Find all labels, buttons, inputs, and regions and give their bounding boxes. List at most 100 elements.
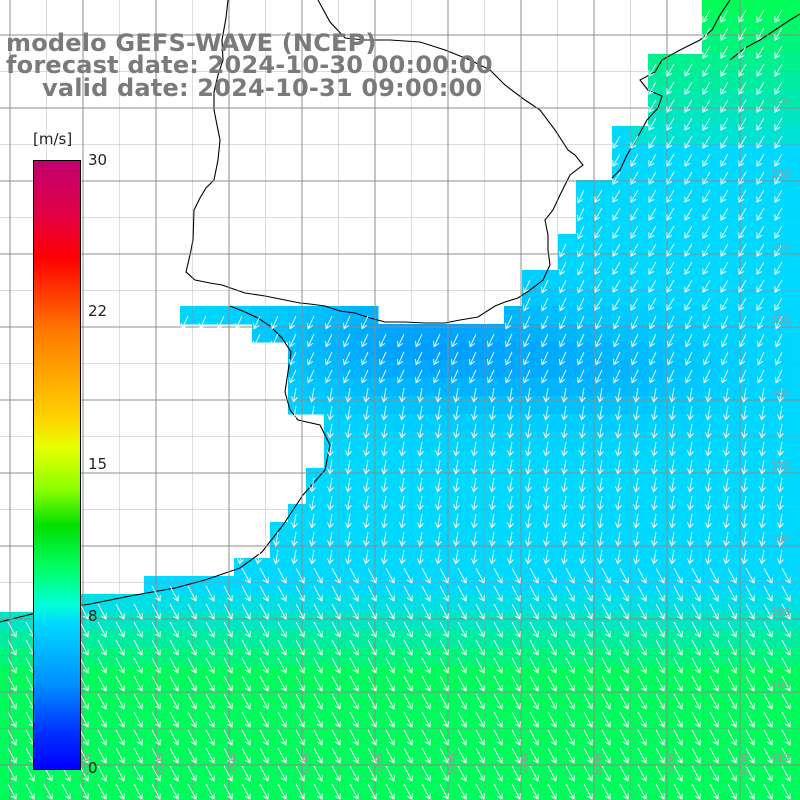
wind-speed-cell: [738, 774, 757, 793]
wind-speed-cell: [540, 378, 559, 397]
wind-speed-cell: [594, 468, 613, 487]
wind-speed-cell: [540, 306, 559, 325]
wind-speed-cell: [756, 324, 775, 343]
wind-speed-cell: [774, 144, 793, 163]
wind-speed-cell: [648, 324, 667, 343]
wind-speed-cell: [198, 684, 217, 703]
wind-speed-cell: [162, 576, 181, 595]
wind-arrow: [295, 603, 305, 620]
wind-speed-cell: [252, 666, 271, 685]
wind-speed-cell: [540, 558, 559, 577]
wind-speed-cell: [666, 378, 685, 397]
wind-arrow: [687, 387, 694, 403]
wind-arrow: [738, 261, 747, 275]
wind-speed-cell: [342, 522, 361, 541]
wind-arrow: [666, 135, 675, 149]
wind-speed-cell: [684, 450, 703, 469]
wind-arrow: [684, 189, 693, 203]
wind-speed-cell: [486, 576, 505, 595]
wind-arrow: [583, 783, 593, 800]
wind-arrow: [601, 729, 611, 746]
wind-arrow: [559, 315, 567, 330]
wind-arrow: [385, 621, 395, 638]
wind-arrow: [615, 549, 622, 565]
wind-arrow: [763, 765, 773, 782]
wind-arrow: [7, 693, 17, 710]
wind-speed-cell: [702, 72, 721, 91]
wind-arrow: [295, 693, 305, 710]
wind-speed-cell: [756, 18, 775, 37]
wind-arrow: [421, 729, 431, 746]
wind-speed-cell: [792, 432, 800, 451]
wind-arrow: [367, 585, 377, 602]
wind-arrow: [331, 675, 341, 692]
wind-speed-cell: [540, 738, 559, 757]
wind-speed-cell: [288, 702, 307, 721]
wind-arrow: [205, 639, 215, 656]
wind-speed-cell: [396, 378, 415, 397]
wind-arrow: [594, 207, 603, 221]
wind-speed-cell: [342, 324, 361, 343]
wind-arrow: [579, 549, 586, 565]
wind-arrow: [559, 243, 567, 258]
wind-speed-cell: [432, 360, 451, 379]
wind-speed-cell: [684, 576, 703, 595]
wind-speed-cell: [468, 468, 487, 487]
wind-arrow: [720, 9, 729, 23]
wind-arrow: [601, 657, 611, 674]
wind-speed-cell: [666, 252, 685, 271]
wind-speed-cell: [612, 720, 631, 739]
wind-arrow: [403, 693, 413, 710]
wind-arrow: [691, 693, 701, 710]
wind-arrow: [451, 351, 459, 366]
wind-arrow: [594, 279, 603, 293]
wind-arrow: [631, 333, 639, 348]
wind-speed-cell: [486, 504, 505, 523]
wind-speed-cell: [306, 522, 325, 541]
wind-speed-cell: [486, 738, 505, 757]
wind-arrow: [435, 549, 442, 565]
wind-arrow: [489, 423, 496, 439]
wind-speed-cell: [504, 450, 523, 469]
wind-speed-cell: [720, 468, 739, 487]
wind-speed-cell: [450, 558, 469, 577]
wind-speed-cell: [378, 360, 397, 379]
wind-arrow: [648, 171, 657, 185]
wind-arrow: [691, 765, 701, 782]
wind-speed-cell: [378, 396, 397, 415]
wind-speed-cell: [486, 558, 505, 577]
wind-speed-cell: [234, 306, 253, 325]
wind-arrow: [577, 279, 585, 294]
wind-arrow: [489, 441, 496, 457]
wind-arrow: [705, 423, 712, 439]
wind-arrow: [619, 639, 629, 656]
wind-arrow: [561, 423, 568, 439]
wind-arrow: [738, 99, 747, 113]
wind-arrow: [763, 693, 773, 710]
wind-arrow: [727, 621, 737, 638]
wind-speed-cell: [234, 666, 253, 685]
wind-speed-cell: [504, 684, 523, 703]
wind-arrow: [673, 711, 683, 728]
wind-speed-cell: [792, 54, 800, 73]
wind-arrow: [241, 783, 251, 800]
wind-speed-cell: [792, 306, 800, 325]
wind-speed-cell: [792, 630, 800, 649]
wind-arrow: [223, 639, 233, 656]
wind-speed-cell: [540, 594, 559, 613]
wind-arrow: [673, 693, 683, 710]
wind-arrow: [738, 45, 747, 59]
wind-speed-cell: [360, 666, 379, 685]
wind-speed-cell: [252, 612, 271, 631]
wind-speed-cell: [468, 648, 487, 667]
wind-speed-cell: [450, 486, 469, 505]
wind-speed-cell: [324, 486, 343, 505]
wind-speed-cell: [756, 216, 775, 235]
wind-speed-cell: [378, 414, 397, 433]
wind-arrow: [774, 153, 783, 167]
wind-speed-cell: [594, 234, 613, 253]
wind-arrow: [417, 531, 424, 547]
wind-speed-cell: [576, 792, 595, 800]
wind-arrow: [327, 441, 334, 457]
wind-speed-cell: [18, 630, 37, 649]
